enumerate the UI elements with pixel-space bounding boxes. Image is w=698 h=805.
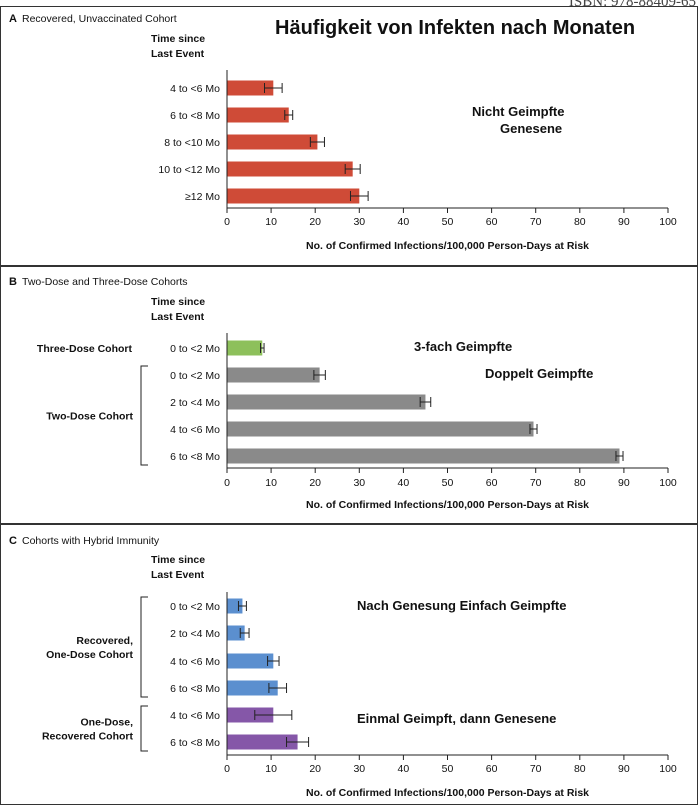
panel-frame-a [0,6,698,266]
bar-a0 [227,80,274,96]
ylabel-line2-a: Last Event [151,48,205,60]
note-b2: Doppelt Geimpfte [485,366,594,381]
category-label-a4: ≥12 Mo [185,191,220,203]
bar-b0 [227,340,263,356]
x-tick-label-b-40: 40 [398,477,410,489]
x-tick-label-b-90: 90 [618,477,630,489]
xlabel-c: No. of Confirmed Infections/100,000 Pers… [306,787,589,799]
category-label-a2: 8 to <10 Mo [164,137,220,149]
category-label-b1: 0 to <2 Mo [170,370,220,382]
category-label-b4: 6 to <8 Mo [170,451,220,463]
x-tick-label-a-20: 20 [309,216,321,228]
x-tick-label-a-80: 80 [574,216,586,228]
x-tick-label-c-40: 40 [398,763,410,775]
category-label-c3: 6 to <8 Mo [170,683,220,695]
corner-text: ISBN: 978-88409-65 [568,0,696,10]
category-label-b3: 4 to <6 Mo [170,424,220,436]
group-bracket-b1 [140,365,148,466]
category-label-b0: 0 to <2 Mo [170,343,220,355]
x-tick-label-c-10: 10 [265,763,277,775]
category-label-a1: 6 to <8 Mo [170,110,220,122]
x-tick-label-a-10: 10 [265,216,277,228]
bar-c5 [227,734,298,750]
category-label-c2: 4 to <6 Mo [170,656,220,668]
xlabel-b: No. of Confirmed Infections/100,000 Pers… [306,499,589,511]
panel-title-a: Recovered, Unvaccinated Cohort [22,13,177,25]
x-tick-label-b-0: 0 [224,477,230,489]
x-tick-label-a-40: 40 [398,216,410,228]
group-label-line2-c1: Recovered Cohort [42,731,134,743]
x-tick-label-c-70: 70 [530,763,542,775]
group-bracket-c0 [140,596,148,698]
panel-title-c: Cohorts with Hybrid Immunity [22,535,160,547]
x-tick-label-a-100: 100 [659,216,677,228]
x-tick-label-c-30: 30 [353,763,365,775]
x-tick-label-c-0: 0 [224,763,230,775]
panel-frame-c [0,524,698,805]
note-a2: Genesene [500,121,563,136]
bar-c4 [227,707,274,723]
x-tick-label-b-70: 70 [530,477,542,489]
x-tick-label-a-90: 90 [618,216,630,228]
x-tick-label-a-0: 0 [224,216,230,228]
bar-a1 [227,107,289,123]
group-label-line2-c0: One-Dose Cohort [46,649,133,661]
panel-letter-c: C [9,535,17,547]
category-label-a3: 10 to <12 Mo [158,164,220,176]
category-label-c4: 4 to <6 Mo [170,710,220,722]
bar-a2 [227,134,318,150]
x-tick-label-c-60: 60 [486,763,498,775]
x-tick-label-a-70: 70 [530,216,542,228]
panel-title-b: Two-Dose and Three-Dose Cohorts [22,276,188,288]
category-label-c1: 2 to <4 Mo [170,628,220,640]
x-tick-label-b-30: 30 [353,477,365,489]
panel-letter-a: A [9,13,17,25]
x-tick-label-b-50: 50 [442,477,454,489]
note-a1: Nicht Geimpfte [472,104,565,119]
x-tick-label-a-60: 60 [486,216,498,228]
x-tick-label-c-20: 20 [309,763,321,775]
bar-c3 [227,680,278,696]
x-tick-label-b-60: 60 [486,477,498,489]
group-label-line1-c1: One-Dose, [80,717,133,729]
bar-a4 [227,188,360,204]
category-label-b2: 2 to <4 Mo [170,397,220,409]
overlay-title: Häufigkeit von Infekten nach Monaten [275,17,636,39]
x-tick-label-b-100: 100 [659,477,677,489]
x-tick-label-c-50: 50 [442,763,454,775]
bar-c2 [227,653,274,669]
note-c1: Nach Genesung Einfach Geimpfte [357,598,567,613]
x-tick-label-c-90: 90 [618,763,630,775]
ylabel-line2-c: Last Event [151,569,205,581]
x-tick-label-b-80: 80 [574,477,586,489]
ylabel-line1-a: Time since [151,33,205,45]
category-label-c0: 0 to <2 Mo [170,601,220,613]
panel-letter-b: B [9,276,17,288]
category-label-a0: 4 to <6 Mo [170,83,220,95]
x-tick-label-b-10: 10 [265,477,277,489]
xlabel-a: No. of Confirmed Infections/100,000 Pers… [306,240,589,252]
x-tick-label-c-100: 100 [659,763,677,775]
bar-b2 [227,394,426,410]
bar-b3 [227,421,534,437]
x-tick-label-a-30: 30 [353,216,365,228]
group-label-line1-c0: Recovered, [76,635,133,647]
bar-b4 [227,448,620,464]
x-tick-label-c-80: 80 [574,763,586,775]
ylabel-line1-b: Time since [151,296,205,308]
note-c2: Einmal Geimpft, dann Genesene [357,711,557,726]
group-label-b0: Three-Dose Cohort [37,343,133,355]
ylabel-line1-c: Time since [151,554,205,566]
category-label-c5: 6 to <8 Mo [170,737,220,749]
x-tick-label-b-20: 20 [309,477,321,489]
ylabel-line2-b: Last Event [151,311,205,323]
bar-a3 [227,161,353,177]
note-b1: 3-fach Geimpfte [414,339,513,354]
group-bracket-c1 [140,705,148,752]
bar-b1 [227,367,320,383]
x-tick-label-a-50: 50 [442,216,454,228]
group-label-b1: Two-Dose Cohort [46,411,133,423]
